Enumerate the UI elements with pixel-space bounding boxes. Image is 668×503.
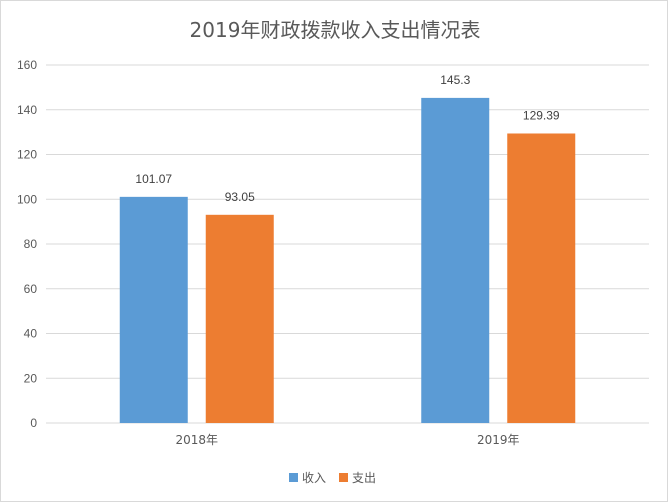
data-label: 93.05 [225,190,255,204]
legend-label: 收入 [302,471,326,485]
bar-expense [507,133,576,423]
y-tick-label: 160 [17,58,37,72]
data-label: 101.07 [135,172,172,186]
y-tick-label: 80 [24,237,38,251]
legend-label: 支出 [352,471,376,485]
chart-title: 2019年财政拨款收入支出情况表 [190,18,481,42]
data-label: 129.39 [523,108,560,122]
y-tick-label: 20 [24,371,38,385]
x-category-label: 2019年 [477,433,520,447]
y-tick-label: 0 [30,416,37,430]
y-tick-label: 120 [17,148,37,162]
legend-swatch [339,473,348,482]
y-tick-label: 140 [17,103,37,117]
x-category-label: 2018年 [175,433,218,447]
x-axis-categories: 2018年 2019年 [175,433,519,447]
data-label: 145.3 [440,73,470,87]
y-tick-label: 40 [24,327,38,341]
legend-swatch [289,473,298,482]
y-tick-label: 100 [17,192,37,206]
data-labels: 101.07 93.05 145.3 129.39 [135,73,560,204]
y-axis-ticks: 0 20 40 60 80 100 120 140 160 [17,58,37,430]
bars [119,97,576,424]
bar-income [119,196,188,423]
bar-income [421,97,490,424]
bar-expense [205,214,274,423]
y-tick-label: 60 [24,282,38,296]
legend: 收入 支出 [289,471,376,485]
